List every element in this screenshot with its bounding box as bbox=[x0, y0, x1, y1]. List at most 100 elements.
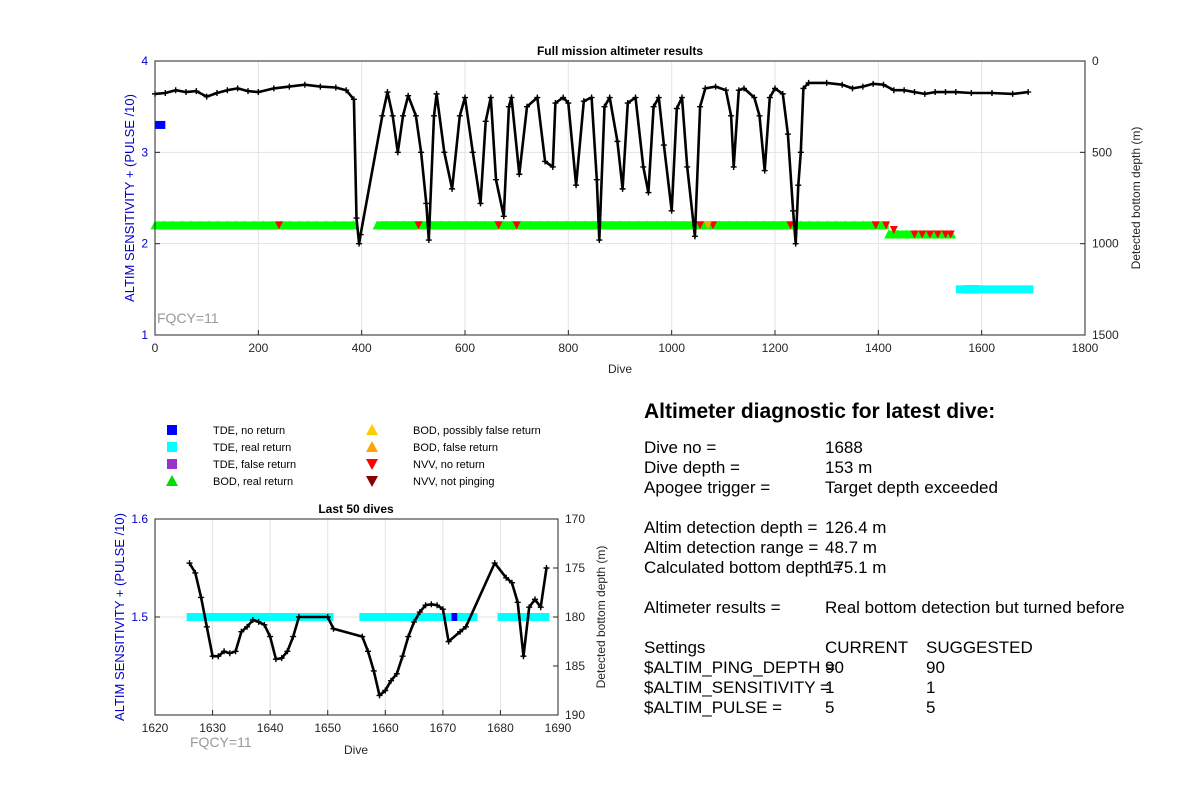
c1-series-bod-real-return-marker bbox=[408, 220, 418, 230]
c1-series-bod-real-return-marker bbox=[678, 220, 688, 230]
c2-series-detected-bottom-depth-point bbox=[422, 602, 429, 609]
chart2-ticks: 1620 1630 1640 1650 1660 1670 1680 1690 1.5 1.6 17… bbox=[131, 512, 585, 735]
c1-series-detected-bottom-depth-point bbox=[423, 200, 430, 207]
c1-series-bod-real-return-marker bbox=[840, 220, 850, 230]
c1-series-bod-real-return-marker bbox=[777, 220, 787, 230]
c2-x-tick-label: 1620 bbox=[142, 721, 169, 735]
c1-series-bod-real-return-marker bbox=[561, 220, 571, 230]
c1-x-tick-label: 600 bbox=[455, 341, 475, 355]
c1-series-bod-real-return-band bbox=[377, 221, 889, 230]
c1-series-bod-real-return-marker bbox=[348, 220, 358, 230]
c2-series-detected-bottom-depth-point bbox=[232, 648, 239, 655]
c2-series-detected-bottom-depth-point bbox=[290, 633, 297, 640]
c2-series-detected-bottom-depth-point bbox=[445, 638, 452, 645]
c2-series-detected-bottom-depth-point bbox=[209, 653, 216, 660]
legend-tde-false-return-swatch bbox=[167, 459, 177, 469]
c1-series-detected-bottom-depth-point bbox=[728, 112, 735, 119]
pulse-current: 5 bbox=[825, 698, 835, 717]
chart2-y2-axis-label: Detected bottom depth (m) bbox=[594, 546, 608, 689]
c1-series-bod-real-return-marker bbox=[258, 220, 268, 230]
c2-series-detected-bottom-depth-point bbox=[462, 623, 469, 630]
c2-series-detected-bottom-depth-point bbox=[221, 648, 228, 655]
c1-x-tick-label: 1800 bbox=[1072, 341, 1099, 355]
c1-series-bod-real-return-marker bbox=[294, 220, 304, 230]
legend-nvv-not-pinging-swatch bbox=[366, 476, 378, 487]
c2-series-detected-bottom-depth-point bbox=[543, 565, 550, 571]
c1-series-bod-real-return-marker bbox=[849, 220, 859, 230]
c2-series-detected-bottom-depth-point bbox=[295, 614, 302, 620]
c1-series-nvv-no-return-point bbox=[871, 221, 880, 230]
c2-x-tick-label: 1660 bbox=[372, 721, 399, 735]
c1-series-bod-real-return-marker bbox=[588, 220, 598, 230]
c1-series-detected-bottom-depth-point bbox=[433, 90, 440, 97]
c1-series-bod-real-return-marker bbox=[417, 220, 427, 230]
c1-series-detected-bottom-depth-point bbox=[482, 118, 489, 125]
c1-series-bod-real-return-marker bbox=[249, 220, 259, 230]
c2-x-tick-label: 1670 bbox=[430, 721, 457, 735]
c1-series-detected-bottom-depth-point bbox=[942, 89, 949, 96]
c1-series-detected-bottom-depth-point bbox=[640, 163, 647, 170]
c1-series-bod-real-return-marker bbox=[893, 229, 903, 239]
c1-series-bod-real-return-marker bbox=[399, 220, 409, 230]
c1-series-detected-bottom-depth-point bbox=[668, 207, 675, 214]
c1-x-tick-label: 200 bbox=[248, 341, 268, 355]
detection-range-label: Altim detection range = bbox=[644, 538, 819, 557]
c1-series-nvv-no-return-point bbox=[889, 225, 898, 234]
c1-series-detected-bottom-depth-point bbox=[921, 90, 928, 97]
legend-bod-false-return-label: BOD, false return bbox=[413, 442, 498, 454]
c2-series-detected-bottom-depth-point bbox=[503, 574, 510, 581]
c1-x-tick-label: 400 bbox=[352, 341, 372, 355]
c1-series-bod-real-return-marker bbox=[867, 220, 877, 230]
c2-series-detected-bottom-depth-point bbox=[203, 623, 210, 630]
c1-series-detected-bottom-depth-point bbox=[679, 94, 685, 101]
c2-series-detected-bottom-depth-point bbox=[249, 616, 256, 623]
chart2-y-axis-label: ALTIM SENSITIVITY + (PULSE /10) bbox=[112, 513, 127, 721]
c2-y2-tick-label: 180 bbox=[565, 610, 585, 624]
c1-series-detected-bottom-depth-point bbox=[286, 83, 293, 90]
c1-series-bod-real-return-marker bbox=[498, 220, 508, 230]
c1-series-detected-bottom-depth-point bbox=[1025, 89, 1032, 96]
legend-nvv-no-return-label: NVV, no return bbox=[413, 459, 485, 471]
c1-series-bod-real-return-marker bbox=[204, 220, 214, 230]
c1-series-detected-bottom-depth-point bbox=[1009, 90, 1016, 97]
c1-series-detected-bottom-depth-point bbox=[792, 240, 799, 247]
c1-series-detected-bottom-depth-point bbox=[779, 90, 786, 97]
c1-series-detected-bottom-depth-point bbox=[606, 94, 613, 101]
c1-series-detected-bottom-depth-point bbox=[573, 182, 580, 189]
c1-series-nvv-no-return-point bbox=[275, 221, 283, 230]
c2-series-detected-bottom-depth-point bbox=[520, 653, 527, 660]
c1-series-detected-bottom-depth-point bbox=[549, 163, 556, 170]
c1-series-detected-bottom-depth-point bbox=[356, 240, 363, 247]
c1-series-detected-bottom-depth-point bbox=[890, 87, 897, 94]
chart1-y2-axis-label: Detected bottom depth (m) bbox=[1129, 127, 1143, 270]
c1-series-bod-real-return-marker bbox=[159, 220, 169, 230]
c2-series-detected-bottom-depth-point bbox=[261, 621, 268, 628]
c1-series-bod-false-return-point bbox=[703, 221, 712, 230]
c2-series-detected-bottom-depth-point bbox=[324, 614, 331, 620]
c2-series-tde-no-return-band bbox=[451, 613, 458, 621]
c1-series-bod-real-return-marker bbox=[723, 220, 733, 230]
c1-series-bod-real-return-marker bbox=[660, 220, 670, 230]
c1-y2-tick-label: 500 bbox=[1092, 145, 1112, 159]
c1-x-tick-label: 1600 bbox=[968, 341, 995, 355]
c1-series-detected-bottom-depth-point bbox=[500, 213, 507, 220]
c2-x-tick-label: 1650 bbox=[314, 721, 341, 735]
c1-y2-tick-label: 1500 bbox=[1092, 328, 1119, 342]
c1-series-detected-bottom-depth-point bbox=[400, 112, 406, 119]
legend-bod-possibly-false-return-swatch bbox=[366, 424, 378, 435]
c1-series-detected-bottom-depth-point bbox=[343, 87, 350, 94]
legend-tde-no-return-label: TDE, no return bbox=[213, 425, 285, 437]
dive-depth-value: 153 m bbox=[825, 458, 873, 477]
c2-x-tick-label: 1690 bbox=[545, 721, 572, 735]
c1-y-tick-label: 4 bbox=[141, 54, 148, 68]
c1-series-detected-bottom-depth-point bbox=[741, 85, 747, 92]
c1-series-bod-real-return-marker bbox=[435, 220, 445, 230]
detection-depth-label: Altim detection depth = bbox=[644, 518, 818, 537]
c1-x-tick-label: 1000 bbox=[658, 341, 685, 355]
detection-depth-value: 126.4 m bbox=[825, 518, 887, 537]
c1-series-detected-bottom-depth-point bbox=[270, 85, 277, 92]
c1-series-bod-real-return-marker bbox=[444, 220, 454, 230]
c1-series-bod-real-return-marker bbox=[489, 220, 499, 230]
c1-series-bod-real-return-marker bbox=[168, 220, 178, 230]
c1-series-bod-real-return-marker bbox=[902, 229, 912, 239]
